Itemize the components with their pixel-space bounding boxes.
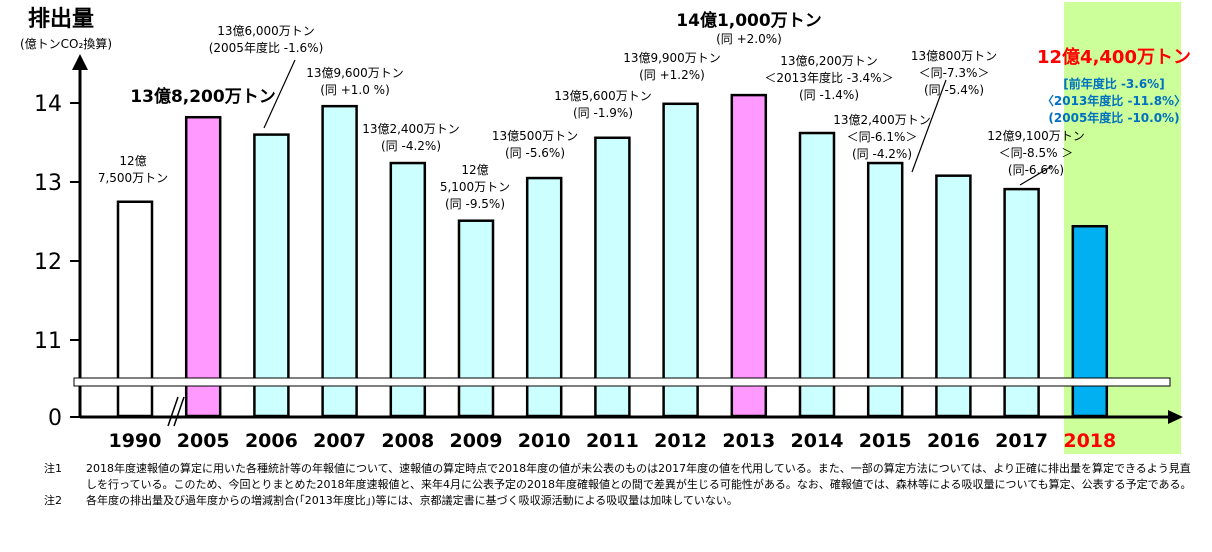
bar-2011 (594, 136, 631, 418)
x-tick-label-1990: 1990 (109, 430, 162, 452)
bar-2009 (457, 219, 495, 418)
bar-2013 (730, 93, 768, 418)
bar-2006 (253, 133, 290, 418)
bar-2014 (798, 131, 836, 418)
bar-2015 (866, 161, 904, 418)
data-label-2016: 13億800万トン＜同-7.3%＞(同 -5.4%) (911, 49, 997, 97)
x-axis-arrow (1168, 410, 1183, 424)
data-label-2017: 12億9,100万トン＜同-8.5% ＞(同-6.6%) (987, 129, 1085, 177)
y-tick-label: 14 (34, 92, 62, 117)
data-label-1990: 12億 7,500万トン (98, 154, 168, 185)
x-tick-label-2006: 2006 (245, 430, 298, 452)
data-label-2009: 12億 5,100万トン(同 -9.5%) (440, 163, 510, 211)
note-1-text: 2018年度速報値の算定に用いた各種統計等の年報値について、速報値の算定時点で2… (86, 462, 1192, 491)
y-axis-arrow (72, 54, 88, 70)
data-label-2013: 14億1,000万トン(同 +2.0%) (676, 10, 821, 46)
x-tick-label-2007: 2007 (313, 430, 366, 452)
x-tick-label-2010: 2010 (518, 430, 571, 452)
x-tick-label-2013: 2013 (722, 430, 775, 452)
leader-lines (263, 59, 1053, 186)
data-label-2007: 13億9,600万トン(同 +1.0 %) (306, 66, 404, 97)
chart-title: 排出量 (28, 7, 94, 32)
data-label-2006: 13億6,000万トン(2005年度比 -1.6%) (209, 24, 324, 55)
axis-break-slash-1 (167, 396, 179, 427)
y-tick-label: 11 (34, 329, 62, 354)
y-tick-label: 13 (34, 171, 62, 196)
data-label-2005: 13億8,200万トン (130, 86, 275, 107)
x-tick-label-2011: 2011 (586, 430, 639, 452)
x-tick-label-2014: 2014 (791, 430, 844, 452)
x-tick-label-2018: 2018 (1063, 430, 1116, 452)
y-tick-label: 0 (48, 406, 62, 431)
data-label-2010: 13億500万トン(同 -5.6%) (492, 129, 578, 160)
bar-2005 (184, 115, 222, 418)
x-tick-label-2009: 2009 (450, 430, 503, 452)
data-label-2012: 13億9,900万トン(同 +1.2%) (623, 51, 721, 82)
data-label-2018: 12億4,400万トン[前年度比 -3.6%]〈2013年度比 -11.8%〉(… (1037, 46, 1191, 125)
note-2-text: 各年度の排出量及び過年度からの増減割合(「2013年度比」)等には、京都議定書に… (86, 494, 738, 507)
note-1-key: 注1 (44, 462, 62, 475)
note-2: 注2 各年度の排出量及び過年度からの増減割合(「2013年度比」)等には、京都議… (44, 493, 1194, 509)
y-axis-ticks: 0 11 12 13 14 (34, 92, 80, 431)
footnotes: 注1 2018年度速報値の算定に用いた各種統計等の年報値について、速報値の算定時… (44, 461, 1194, 509)
axis-break-band (73, 377, 1171, 387)
bar-2007 (321, 104, 358, 418)
data-label-2008: 13億2,400万トン(同 -4.2%) (362, 122, 460, 153)
x-tick-label-2012: 2012 (654, 430, 707, 452)
x-axis-categories: 1990 2005 2006 2007 2008 2009 2010 2011 2012 2013… (109, 430, 1117, 452)
x-tick-label-2017: 2017 (995, 430, 1048, 452)
x-tick-label-2016: 2016 (927, 430, 980, 452)
x-tick-label-2015: 2015 (859, 430, 912, 452)
note-1: 注1 2018年度速報値の算定に用いた各種統計等の年報値について、速報値の算定時… (44, 461, 1194, 493)
emissions-bar-chart: 0 11 12 13 14 排出量 (億トンCO₂換算) 1990 2005 2006 200… (20, 2, 1191, 454)
bar-2010 (525, 176, 563, 418)
note-2-key: 注2 (44, 494, 62, 507)
bar-2018 (1071, 224, 1109, 418)
data-label-2014: 13億6,200万トン＜2013年度比 -3.4%＞(同 -1.4%) (764, 54, 893, 102)
x-tick-label-2008: 2008 (381, 430, 434, 452)
x-tick-label-2005: 2005 (177, 430, 230, 452)
data-labels: 12億 7,500万トン 13億8,200万トン 13億6,000万トン(2005年度… (98, 10, 1191, 211)
axis-break-slash-2 (173, 396, 185, 427)
y-tick-label: 12 (34, 250, 62, 275)
data-label-2011: 13億5,600万トン(同 -1.9%) (554, 89, 652, 120)
bars (116, 93, 1109, 418)
y-axis-unit: (億トンCO₂換算) (20, 36, 112, 51)
bar-2012 (662, 102, 699, 418)
data-label-2015: 13億2,400万トン＜同-6.1%＞(同 -4.2%) (833, 113, 931, 161)
